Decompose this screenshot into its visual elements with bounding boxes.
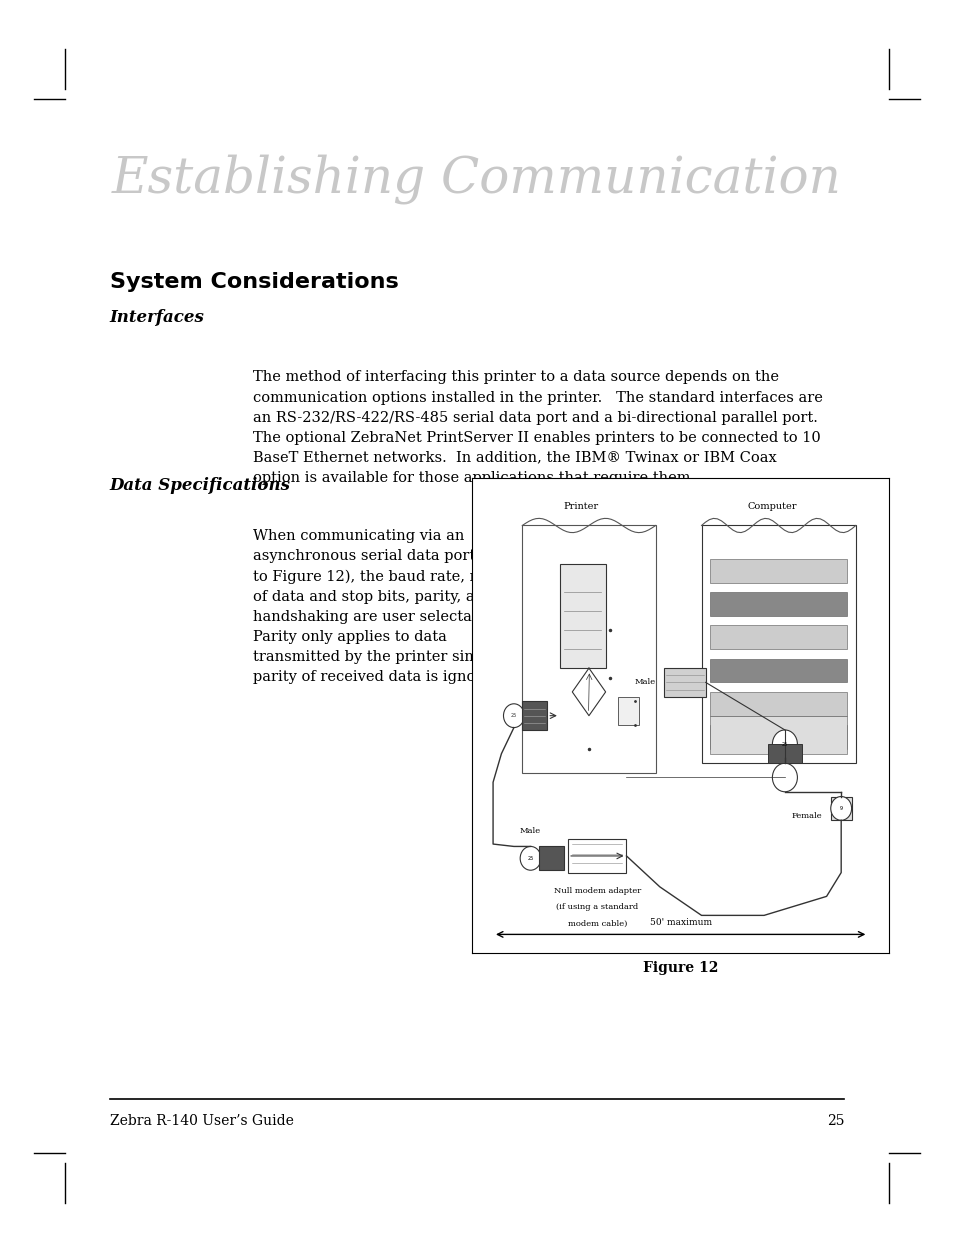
Bar [709, 716, 846, 753]
Text: System Considerations: System Considerations [110, 272, 398, 291]
Bar [709, 658, 846, 683]
Bar [568, 840, 626, 873]
Text: Null modem adapter: Null modem adapter [553, 887, 640, 895]
Text: Male: Male [519, 826, 540, 835]
Bar [709, 592, 846, 616]
Circle shape [503, 704, 524, 727]
Bar [521, 526, 655, 773]
Text: 9: 9 [839, 806, 841, 811]
Text: Establishing Communication: Establishing Communication [112, 154, 841, 204]
Bar [709, 725, 846, 748]
Text: 25: 25 [510, 713, 517, 719]
Bar [538, 846, 563, 871]
Bar [709, 558, 846, 583]
Text: modem cable): modem cable) [567, 920, 626, 929]
Bar [663, 668, 705, 697]
Text: 50' maximum: 50' maximum [649, 919, 711, 927]
Text: Data Specifications: Data Specifications [110, 477, 291, 494]
Bar [767, 745, 801, 763]
Text: Zebra R-140 User’s Guide: Zebra R-140 User’s Guide [110, 1114, 294, 1129]
Text: Printer: Printer [562, 501, 598, 511]
Text: 25: 25 [826, 1114, 843, 1129]
Bar [618, 697, 639, 725]
Bar [559, 563, 605, 668]
Text: Interfaces: Interfaces [110, 309, 204, 326]
Text: Female: Female [791, 811, 821, 820]
Text: Computer: Computer [747, 501, 797, 511]
Bar [521, 701, 547, 730]
Bar [700, 526, 855, 763]
Text: 25: 25 [527, 856, 533, 861]
Circle shape [772, 730, 797, 758]
Text: (if using a standard: (if using a standard [556, 904, 638, 911]
Circle shape [830, 797, 851, 820]
Bar [709, 625, 846, 650]
Bar [709, 692, 846, 716]
Text: Figure 12: Figure 12 [641, 961, 718, 974]
Circle shape [519, 846, 540, 871]
Circle shape [772, 763, 797, 792]
Text: The method of interfacing this printer to a data source depends on the
communica: The method of interfacing this printer t… [253, 370, 821, 485]
Text: When communicating via an
asynchronous serial data port (refer
to Figure 12), th: When communicating via an asynchronous s… [253, 529, 526, 684]
Bar [830, 797, 851, 820]
Text: 25: 25 [781, 742, 787, 747]
Text: Male: Male [634, 678, 655, 687]
